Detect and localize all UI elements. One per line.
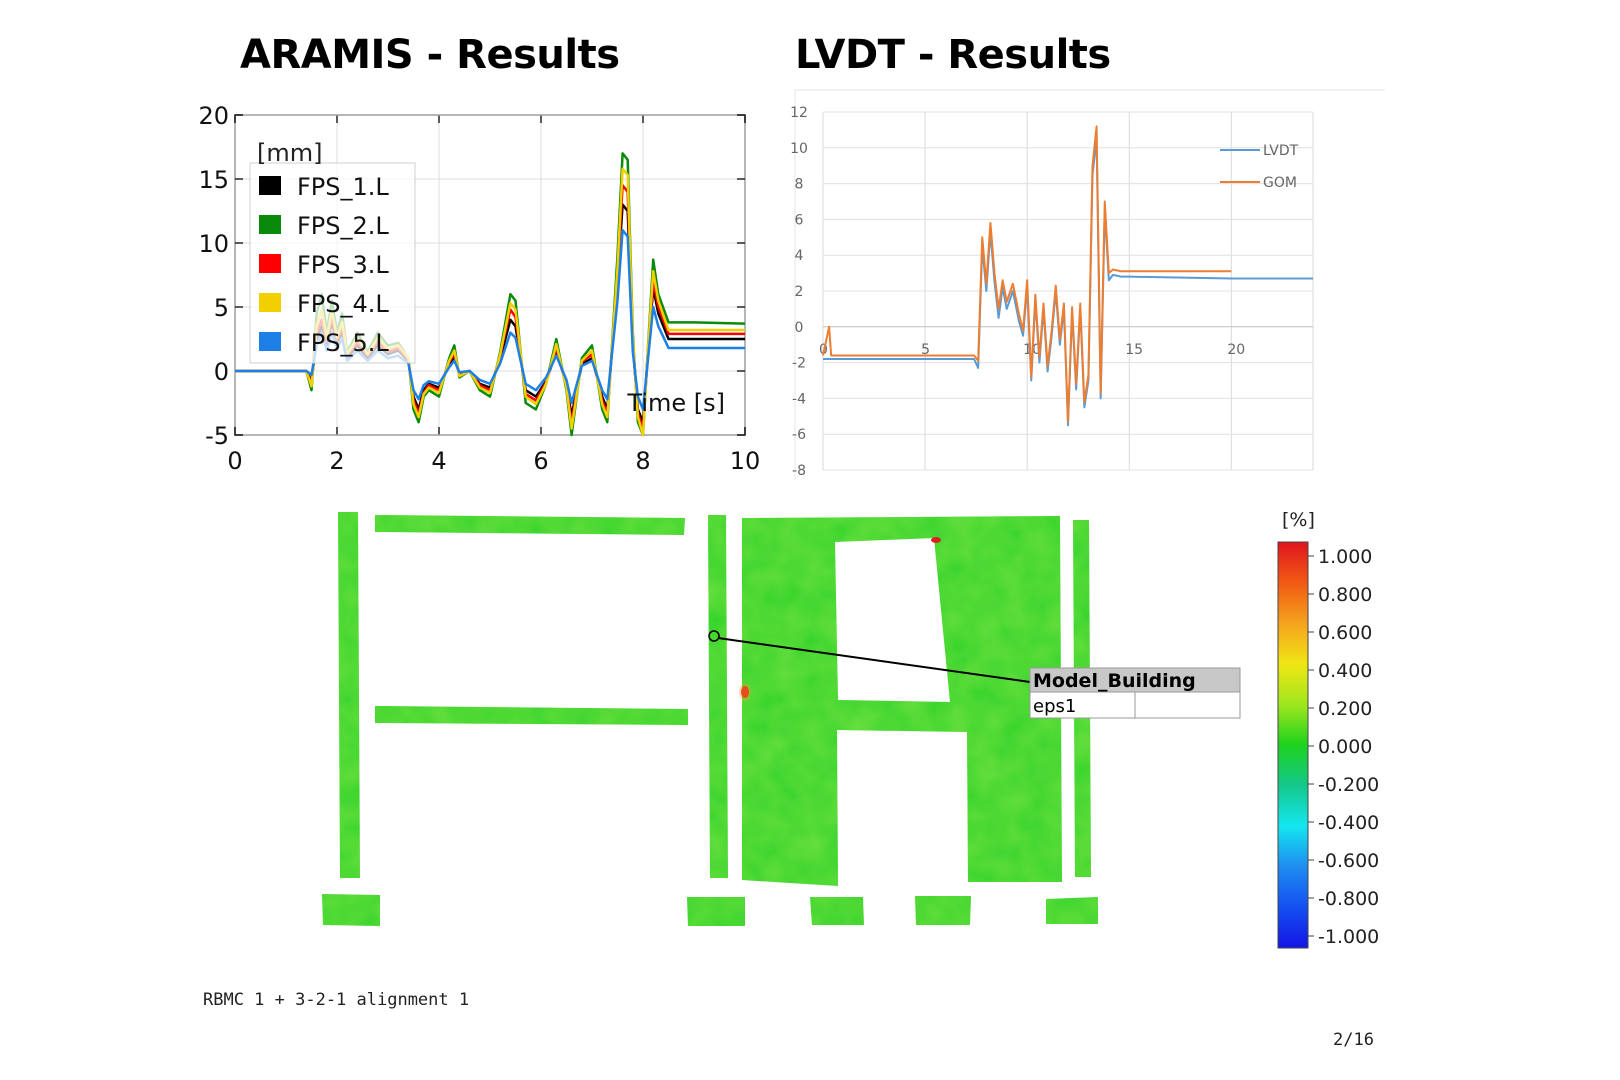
strain-column-left xyxy=(338,512,360,878)
callout-title: Model_Building xyxy=(1033,670,1196,692)
colorbar-tick-label: 0.200 xyxy=(1318,698,1372,720)
series-line-GOM xyxy=(822,125,1232,423)
callout-leader-line xyxy=(717,637,1031,683)
y-tick-label: -4 xyxy=(792,391,806,407)
y-tick-label: 8 xyxy=(795,177,804,193)
y-tick-label: 20 xyxy=(198,102,229,130)
x-tick-label: 2 xyxy=(329,447,344,475)
colorbar-tick-label: 0.400 xyxy=(1318,660,1372,682)
figure-caption: RBMC 1 + 3-2-1 alignment 1 xyxy=(203,990,470,1010)
strain-hotspot-top xyxy=(931,537,941,543)
colorbar-tick-label: -0.800 xyxy=(1318,888,1379,910)
legend-label: GOM xyxy=(1263,175,1297,191)
colorbar-tick-label: 1.000 xyxy=(1318,546,1372,568)
y-tick-label: 0 xyxy=(214,358,229,386)
legend: FPS_1.L FPS_2.L FPS_3.L FPS_4.L FPS_5.L xyxy=(249,162,416,364)
strain-wall-panel xyxy=(742,516,1062,886)
colorbar-scale xyxy=(1277,541,1309,949)
colorbar-ticks: 1.000 0.800 0.600 0.400 0.200 0.000 -0.200 -0.4… xyxy=(1308,546,1379,948)
x-tick-label: 20 xyxy=(1227,342,1245,358)
lvdt-title: LVDT - Results xyxy=(795,32,1111,78)
strain-beam-middle xyxy=(375,706,688,725)
y-tick-label: -2 xyxy=(792,356,806,372)
colorbar-tick-label: -0.400 xyxy=(1318,812,1379,834)
x-tick-label: 10 xyxy=(730,447,761,475)
strain-footing-4 xyxy=(915,896,971,925)
aramis-chart: 0 2 4 6 8 10-505101520FPS_1.LFPS_2.LFPS_3.LFP… xyxy=(198,102,761,475)
y-tick-label: 10 xyxy=(198,230,229,258)
legend-swatch-FPS_3.L xyxy=(259,254,281,273)
legend-label: LVDT xyxy=(1263,143,1299,159)
y-tick-label: 6 xyxy=(795,212,804,228)
legend-label: FPS_2.L xyxy=(297,212,389,240)
y-tick-label: -6 xyxy=(792,427,806,443)
unit-label: [mm] xyxy=(257,139,322,167)
legend-label: FPS_5.L xyxy=(297,329,389,357)
strain-beam-top xyxy=(375,515,685,535)
x-tick-label: 6 xyxy=(533,447,548,475)
strain-footing-2 xyxy=(687,897,745,926)
strain-colorbar: [%] 1.000 0.800 0.600 0.400 0.200 0.000 -0.200… xyxy=(1277,509,1379,949)
callout-label: eps1 xyxy=(1033,696,1076,717)
callout-marker[interactable] xyxy=(708,630,720,642)
strain-map: Model_Building eps1 xyxy=(322,512,1241,926)
legend-swatch-FPS_5.L xyxy=(259,332,281,351)
x-tick-label: 4 xyxy=(431,447,446,475)
legend-label: FPS_1.L xyxy=(297,173,389,201)
x-tick-label: 0 xyxy=(227,447,242,475)
legend-label: FPS_4.L xyxy=(297,290,389,318)
callout-box[interactable]: Model_Building eps1 xyxy=(1029,667,1241,719)
strain-column-middle xyxy=(708,515,728,878)
strain-footing-1 xyxy=(322,894,380,926)
y-tick-label: 12 xyxy=(790,105,808,121)
y-tick-label: 5 xyxy=(214,294,229,322)
y-tick-label: -5 xyxy=(205,422,229,450)
y-tick-label: 10 xyxy=(790,141,808,157)
x-tick-label: 8 xyxy=(635,447,650,475)
colorbar-tick-label: -0.200 xyxy=(1318,774,1379,796)
page-number: 2/16 xyxy=(1333,1030,1374,1050)
colorbar-unit: [%] xyxy=(1282,509,1315,531)
legend-swatch-FPS_2.L xyxy=(259,215,281,234)
strain-footing-5 xyxy=(1046,897,1098,924)
x-tick-label: 15 xyxy=(1125,342,1143,358)
x-tick-label: 5 xyxy=(921,342,930,358)
colorbar-tick-label: -1.000 xyxy=(1318,926,1379,948)
x-axis-label: Time [s] xyxy=(626,389,725,417)
colorbar-tick-label: -0.600 xyxy=(1318,850,1379,872)
colorbar-tick-label: 0.600 xyxy=(1318,622,1372,644)
legend-label: FPS_3.L xyxy=(297,251,389,279)
y-tick-label: 4 xyxy=(795,248,804,264)
aramis-title: ARAMIS - Results xyxy=(240,32,620,78)
strain-footing-3 xyxy=(810,897,864,925)
legend-swatch-FPS_1.L xyxy=(259,176,281,195)
y-tick-label: 15 xyxy=(198,166,229,194)
y-tick-label: -8 xyxy=(792,463,806,479)
legend-swatch-FPS_4.L xyxy=(259,293,281,312)
colorbar-tick-label: 0.000 xyxy=(1318,736,1372,758)
y-tick-label: 0 xyxy=(795,320,804,336)
strain-hotspot-left xyxy=(741,686,749,698)
strain-surface xyxy=(322,512,1098,926)
strain-hotspot-left-halo xyxy=(739,683,751,701)
colorbar-tick-label: 0.800 xyxy=(1318,584,1372,606)
y-tick-label: 2 xyxy=(795,284,804,300)
